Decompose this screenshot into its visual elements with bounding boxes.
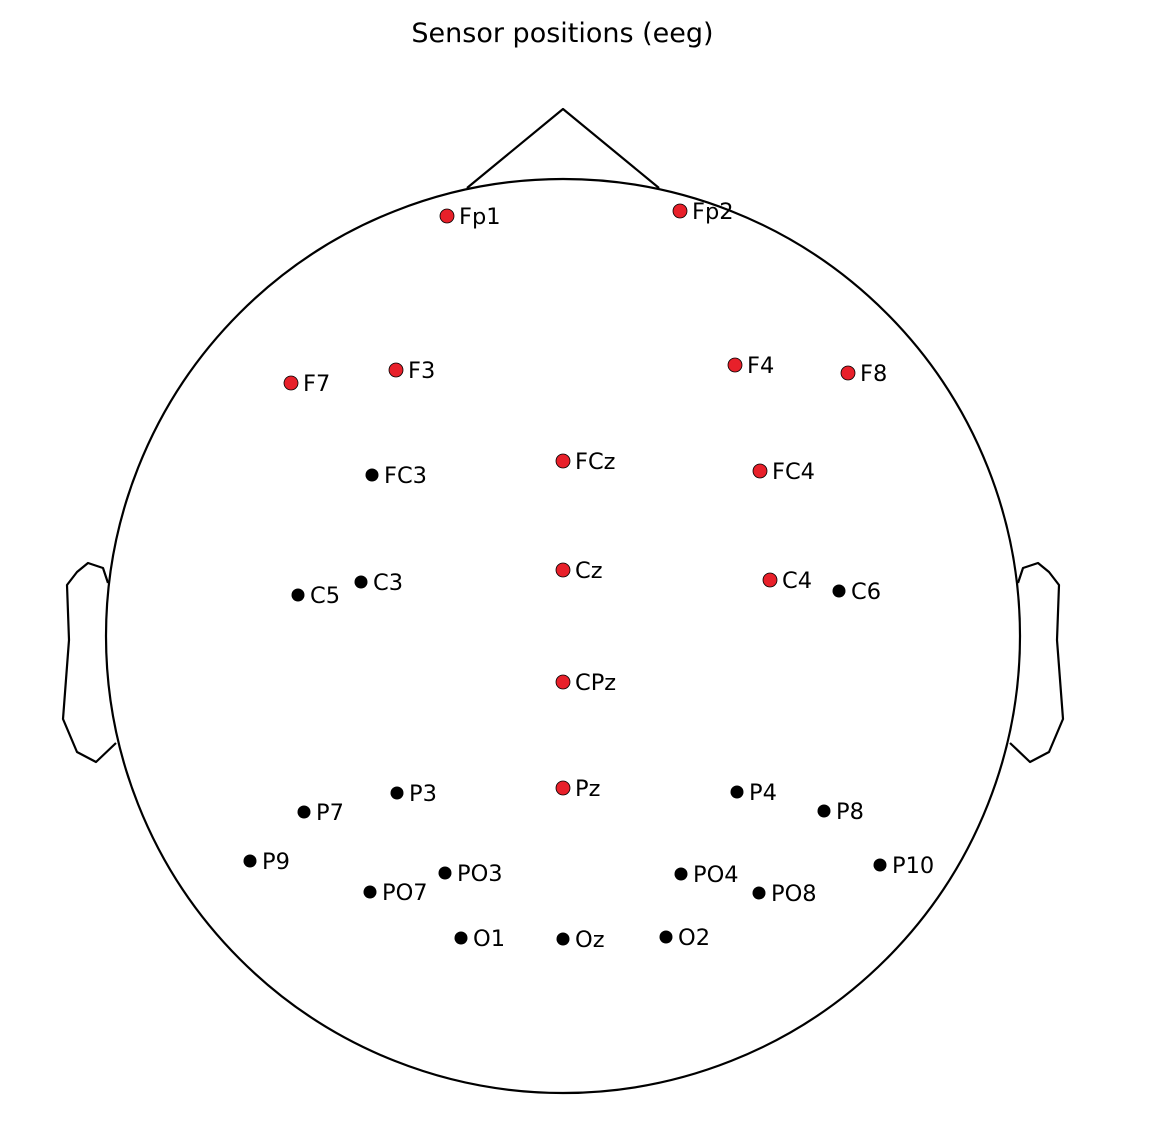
left-ear [61,561,117,764]
plot-title: Sensor positions (eeg) [411,18,714,49]
sensor-label-p7: P7 [316,800,344,826]
sensor-label-po8: PO8 [771,881,817,907]
sensor-group: Fp1 Fp2 F7 F3 F4 F8 FC3 FCz FC4 C5 C3 Cz C4 C6 CPz P7 P3… [243,199,934,953]
sensor-dot-po8 [752,886,766,900]
sensor-dot-f3 [388,362,404,378]
sensor-dot-fp1 [439,208,455,224]
sensor-dot-fp2 [672,203,688,219]
sensor-label-f7: F7 [303,371,330,397]
sensor-label-p4: P4 [749,780,777,806]
sensor-label-c5: C5 [310,583,340,609]
sensor-label-p3: P3 [409,781,437,807]
sensor-dot-c5 [291,588,305,602]
sensor-dot-c3 [354,575,368,589]
sensor-label-f3: F3 [408,358,435,384]
sensor-dot-p8 [817,804,831,818]
sensor-dot-p3 [390,786,404,800]
sensor-label-cz: Cz [575,558,603,584]
sensor-label-c3: C3 [373,570,403,596]
sensor-dot-o2 [659,930,673,944]
sensor-dot-c6 [832,584,846,598]
sensor-dot-f8 [840,365,856,381]
sensor-label-c4: C4 [782,568,812,594]
sensor-dot-fcz [555,453,571,469]
sensor-dot-oz [556,932,570,946]
sensor-label-p9: P9 [262,849,290,875]
sensor-dot-p4 [730,785,744,799]
sensor-label-oz: Oz [575,927,605,953]
sensor-label-fp1: Fp1 [459,204,501,230]
sensor-dot-pz [555,780,571,796]
sensor-label-fp2: Fp2 [692,199,734,225]
sensor-dot-p9 [243,854,257,868]
head-circle [104,177,1022,1095]
sensor-label-o2: O2 [678,925,710,951]
right-ear [1009,561,1065,764]
sensor-dot-f7 [283,375,299,391]
sensor-dot-c4 [762,572,778,588]
sensor-dot-o1 [454,931,468,945]
sensor-label-fc3: FC3 [384,463,427,489]
sensor-dot-p7 [297,805,311,819]
sensor-dot-po4 [674,867,688,881]
sensor-label-p8: P8 [836,799,864,825]
sensor-dot-fc4 [752,463,768,479]
sensor-dot-cz [555,562,571,578]
sensor-label-pz: Pz [575,776,600,802]
sensor-dot-po7 [363,885,377,899]
sensor-label-po4: PO4 [693,862,739,888]
sensor-dot-cpz [555,674,571,690]
sensor-label-p10: P10 [892,853,934,879]
sensor-label-c6: C6 [851,579,881,605]
sensor-label-fc4: FC4 [772,459,815,485]
sensor-label-f4: F4 [747,353,774,379]
sensor-label-po7: PO7 [382,880,428,906]
sensor-label-cpz: CPz [575,670,616,696]
sensor-label-o1: O1 [473,926,505,952]
sensor-dot-f4 [727,357,743,373]
sensor-label-f8: F8 [860,361,887,387]
sensor-dot-p10 [873,858,887,872]
sensor-label-po3: PO3 [457,861,503,887]
sensor-dot-fc3 [365,468,379,482]
sensor-dot-po3 [438,866,452,880]
head-outline [61,107,1065,1095]
sensor-label-fcz: FCz [575,449,615,475]
nose [466,107,660,189]
